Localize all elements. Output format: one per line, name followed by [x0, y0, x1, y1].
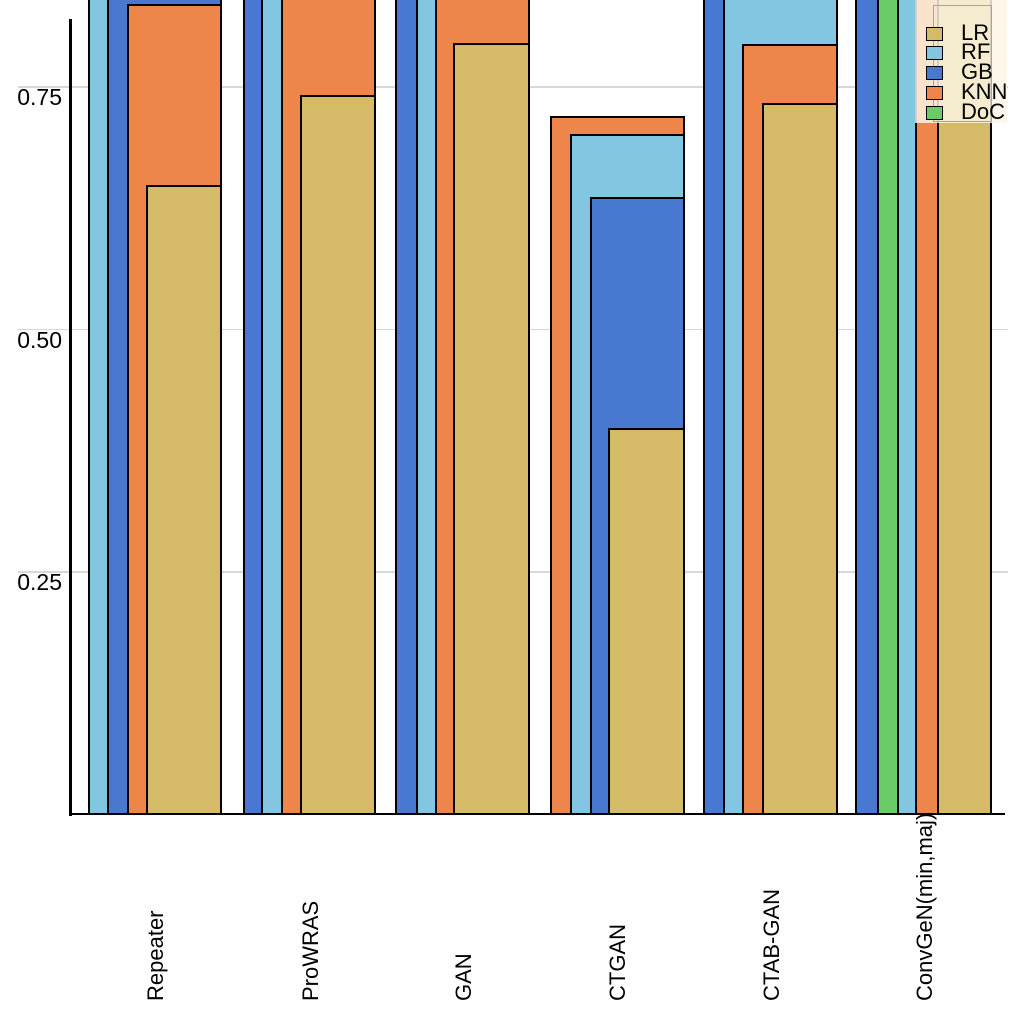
x-tick-label-ProWRAS: ProWRAS	[297, 900, 323, 1001]
legend-background	[915, 0, 1007, 123]
bar-ConvGeN(min,maj)-LR	[937, 0, 992, 815]
legend-item-RF: RF	[926, 39, 1006, 65]
legend-label-DoC: DoC	[961, 99, 1006, 125]
legend-item-GB: GB	[926, 59, 1006, 85]
legend-swatch-DoC	[926, 106, 943, 121]
bar-GAN-LR	[453, 43, 530, 815]
bar-Repeater-LR	[146, 185, 222, 815]
legend-swatch-KNN	[926, 86, 943, 101]
y-tick-label-0.50: 0.50	[17, 326, 62, 353]
y-axis-line	[69, 19, 72, 816]
legend-label-KNN: KNN	[961, 79, 1008, 105]
x-tick-label-Repeater: Repeater	[143, 910, 168, 1001]
legend-swatch-GB	[926, 66, 943, 81]
x-tick-label-CTAB-GAN: CTAB-GAN	[758, 888, 784, 1001]
legend-frame	[933, 5, 992, 122]
x-axis-line	[69, 812, 1006, 816]
legend-swatch-LR	[926, 26, 943, 41]
x-tick-label-GAN: GAN	[450, 953, 476, 1001]
legend-label-GB: GB	[961, 59, 993, 85]
legend-item-LR: LR	[926, 19, 1006, 45]
legend-label-LR: LR	[961, 19, 990, 45]
bar-CTAB-GAN-LR	[762, 102, 838, 815]
y-tick-label-0.25: 0.25	[17, 569, 62, 595]
bar-CTGAN-LR	[607, 428, 685, 815]
x-tick-label-CTGAN: CTGAN	[605, 924, 630, 1001]
x-tick-label-ConvGeN(min,maj): ConvGeN(min,maj)	[911, 812, 937, 1001]
legend-swatch-RF	[926, 46, 943, 61]
legend-label-RF: RF	[961, 39, 991, 65]
y-tick-label-0.75: 0.75	[17, 84, 62, 110]
legend-item-DoC: DoC	[926, 99, 1006, 125]
legend-item-KNN: KNN	[926, 79, 1008, 105]
bar-ProWRAS-LR	[300, 95, 376, 815]
